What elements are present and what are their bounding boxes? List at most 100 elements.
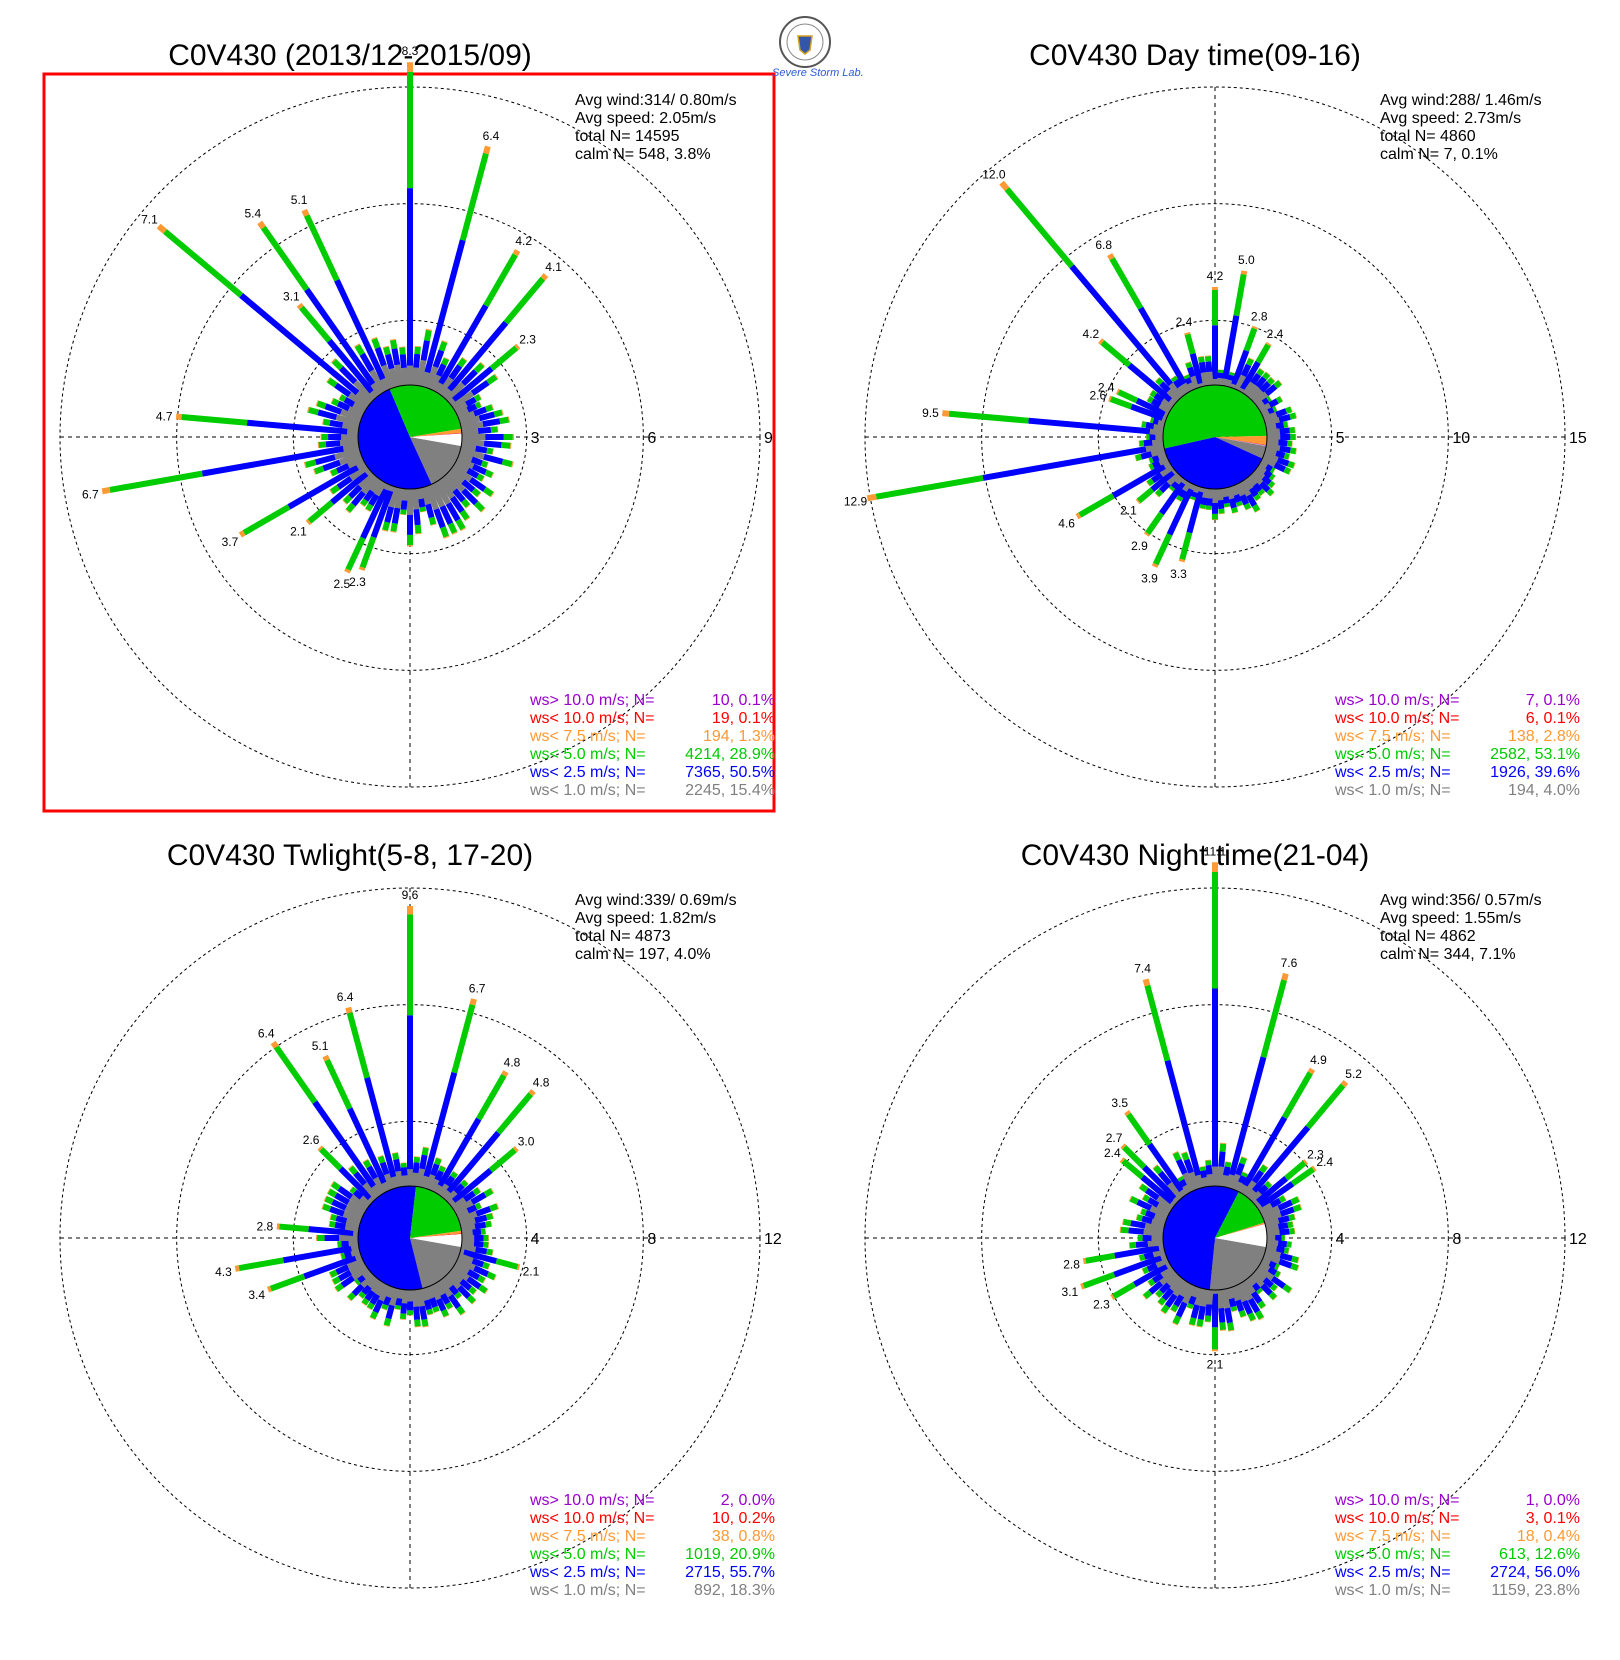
legend-value: 194, 1.3%	[703, 728, 775, 745]
wind-bar-segment	[381, 364, 396, 390]
wind-bar-segment	[1266, 438, 1279, 446]
wind-bar-segment	[426, 1308, 434, 1315]
wind-bar-segment	[1266, 377, 1275, 386]
wind-bar-segment	[429, 374, 442, 392]
wind-bar-segment	[1246, 474, 1258, 487]
wind-bar-segment	[1257, 1300, 1266, 1309]
wind-bar-segment	[1229, 1285, 1241, 1302]
wind-bar-segment	[341, 1240, 350, 1247]
peak-label: 2.3	[1093, 1298, 1110, 1312]
wind-bar-segment	[257, 220, 266, 230]
wind-bar-segment	[377, 1155, 386, 1164]
wind-bar-segment	[1251, 1282, 1261, 1292]
wind-bar-segment	[1275, 396, 1283, 404]
wind-bar-segment	[260, 225, 310, 292]
wind-bar-segment	[459, 509, 470, 521]
wind-bar-segment	[1252, 482, 1263, 493]
wind-bar-segment	[388, 486, 400, 508]
wind-bar-segment	[428, 516, 437, 526]
center-pie-slice	[410, 437, 462, 485]
wind-bar-segment	[1178, 558, 1186, 563]
wind-bar-segment	[1229, 1173, 1241, 1191]
wind-bar-segment	[429, 482, 446, 508]
wind-bar-segment	[490, 491, 495, 498]
legend-label: ws< 7.5 m/s; N=	[529, 1528, 646, 1545]
wind-bar-segment	[459, 447, 485, 460]
legend-value: 892, 18.3%	[694, 1582, 775, 1599]
wind-bar-segment	[475, 1206, 492, 1217]
wind-bar-segment	[1218, 1307, 1226, 1323]
wind-bar-segment	[1125, 1112, 1152, 1147]
wind-bar-segment	[369, 1310, 379, 1320]
wind-bar-segment	[1265, 443, 1281, 452]
wind-bar-segment	[1187, 381, 1196, 392]
wind-bar-segment	[437, 376, 454, 397]
ring-label: 10	[1452, 430, 1470, 447]
wind-bar-segment	[1163, 410, 1170, 418]
wind-bar-segment	[358, 1291, 366, 1299]
wind-bar-segment	[432, 1305, 440, 1313]
wind-bar-segment	[1185, 361, 1193, 369]
peak-label: 4.8	[504, 1055, 521, 1069]
wind-bar-segment	[335, 462, 350, 474]
peak-label: 2.3	[1307, 1148, 1324, 1162]
wind-bar-segment	[1168, 382, 1184, 400]
wind-bar-segment	[450, 464, 473, 482]
wind-bar-segment	[417, 498, 426, 508]
wind-bar-segment	[1145, 511, 1164, 536]
wind-bar-segment	[346, 1107, 387, 1185]
stats-line: Avg wind:288/ 1.46m/s	[1380, 92, 1542, 109]
wind-bar-segment	[434, 1170, 444, 1182]
center-pie-slice	[1215, 1223, 1266, 1238]
legend-value: 2724, 56.0%	[1490, 1564, 1580, 1581]
wind-bar-segment	[1258, 402, 1272, 414]
wind-bar-segment	[424, 1285, 435, 1300]
wind-bar-segment	[446, 1130, 501, 1194]
wind-bar-segment	[1206, 488, 1214, 499]
wind-bar-segment	[416, 359, 427, 387]
wind-bar-segment	[462, 1190, 476, 1203]
wind-bar-segment	[423, 1071, 458, 1178]
wind-bar-segment	[437, 477, 455, 500]
wind-bar-segment	[1144, 1210, 1156, 1219]
wind-bar-segment	[1226, 1322, 1235, 1331]
wind-bar-segment	[429, 1283, 442, 1301]
center-pie-outline	[1162, 384, 1268, 490]
stats-line: Avg wind:339/ 0.69m/s	[575, 892, 737, 909]
peak-label: 8.3	[402, 44, 419, 58]
wind-bar-segment	[1113, 1254, 1163, 1278]
wind-bar-segment	[369, 369, 387, 394]
wind-bar-segment	[411, 488, 420, 510]
wind-bar-segment	[301, 208, 310, 217]
wind-bar-segment	[1196, 1318, 1204, 1327]
wind-bar-segment	[1197, 486, 1205, 493]
wind-bar-segment	[1259, 1164, 1268, 1174]
wind-bar-segment	[473, 394, 482, 402]
wind-bar-segment	[1161, 415, 1168, 423]
wind-bar-segment	[464, 396, 477, 408]
wind-bar-segment	[1206, 371, 1214, 386]
ring-label: 9	[764, 430, 773, 447]
peak-label: 6.7	[82, 487, 99, 501]
wind-bar-segment	[1233, 273, 1247, 317]
wind-bar-segment	[1248, 486, 1259, 498]
wind-bar-segment	[457, 1285, 471, 1299]
wind-bar-segment	[1159, 464, 1175, 478]
center-pie-slice	[410, 1233, 462, 1248]
wind-bar-segment	[1225, 486, 1235, 500]
wind-bar-segment	[1234, 1299, 1245, 1312]
wind-bar-segment	[483, 440, 502, 448]
legend-label: ws< 1.0 m/s; N=	[1334, 1582, 1451, 1599]
wind-bar-segment	[1279, 427, 1290, 435]
peak-label: 4.6	[1058, 517, 1075, 531]
wind-bar-segment	[1287, 460, 1295, 469]
logo-seal-ring	[786, 23, 824, 61]
ring-label: 12	[1569, 1231, 1587, 1248]
wind-bar-segment	[1159, 1282, 1171, 1294]
wind-bar-segment	[1230, 1305, 1238, 1312]
wind-bar-segment	[460, 527, 467, 532]
wind-bar-segment	[201, 445, 344, 477]
grid-ring	[981, 203, 1449, 671]
wind-bar-segment	[982, 446, 1147, 481]
wind-bar-segment	[453, 460, 470, 473]
